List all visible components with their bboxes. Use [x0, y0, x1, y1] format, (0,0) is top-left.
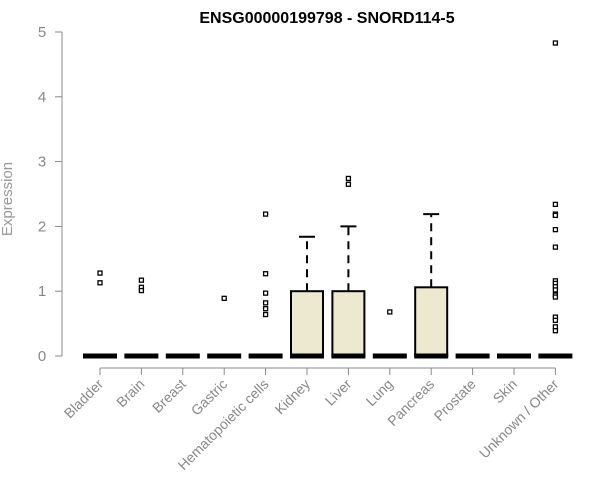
y-tick-label: 0 [38, 348, 46, 365]
outlier-point [552, 201, 559, 208]
plot-area [83, 40, 573, 359]
box-rect [290, 290, 324, 358]
y-tick-label: 5 [38, 24, 46, 41]
box-group [331, 175, 366, 359]
x-tick-label: Liver [322, 376, 355, 409]
box-group [372, 309, 407, 359]
outlier-point [262, 290, 269, 296]
outlier-point [552, 287, 559, 293]
outlier-point [552, 317, 559, 324]
outlier-point [552, 212, 559, 219]
outlier-point [262, 300, 269, 306]
box-group [83, 270, 117, 359]
box-group [124, 277, 159, 359]
x-tick-label: Bladder [61, 376, 107, 422]
outlier-point [262, 211, 269, 217]
outlier-point [552, 244, 559, 250]
chart-title: ENSG00000199798 - SNORD114-5 [199, 10, 454, 27]
outlier-point [97, 270, 103, 276]
x-tick-label: Skin [490, 376, 521, 407]
y-axis-label: Expression [0, 162, 16, 236]
box-group [207, 295, 242, 359]
x-tick-label: Breast [149, 376, 189, 416]
box-group [290, 235, 324, 359]
x-tick-label: Prostate [431, 376, 479, 424]
box-rect [331, 290, 366, 358]
outlier-point [552, 226, 559, 233]
x-tick-label: Unknown / Other [476, 376, 562, 462]
box-group [538, 40, 573, 359]
y-tick-label: 3 [38, 154, 46, 171]
x-tick-label: Brain [113, 376, 147, 410]
outlier-point [552, 294, 559, 300]
outlier-point [262, 311, 269, 318]
outlier-point [345, 175, 352, 182]
y-tick-label: 2 [38, 218, 46, 235]
outlier-point [138, 277, 145, 283]
outlier-point [387, 309, 393, 315]
outlier-point [138, 287, 145, 294]
x-tick-label: Kidney [272, 376, 314, 418]
outlier-point [221, 295, 227, 301]
box-group [414, 213, 449, 359]
x-tick-label: Lung [363, 376, 396, 409]
box-rect [414, 286, 449, 358]
outlier-point [552, 328, 559, 334]
y-tick-label: 1 [38, 283, 46, 300]
outlier-point [97, 280, 103, 286]
y-axis: 0 1 2 3 4 5 [38, 24, 63, 365]
y-tick-label: 4 [38, 89, 46, 106]
box-group [248, 211, 283, 359]
outlier-point [262, 271, 269, 277]
outlier-point [262, 306, 269, 312]
outlier-point [345, 181, 352, 187]
outlier-point [552, 40, 559, 46]
